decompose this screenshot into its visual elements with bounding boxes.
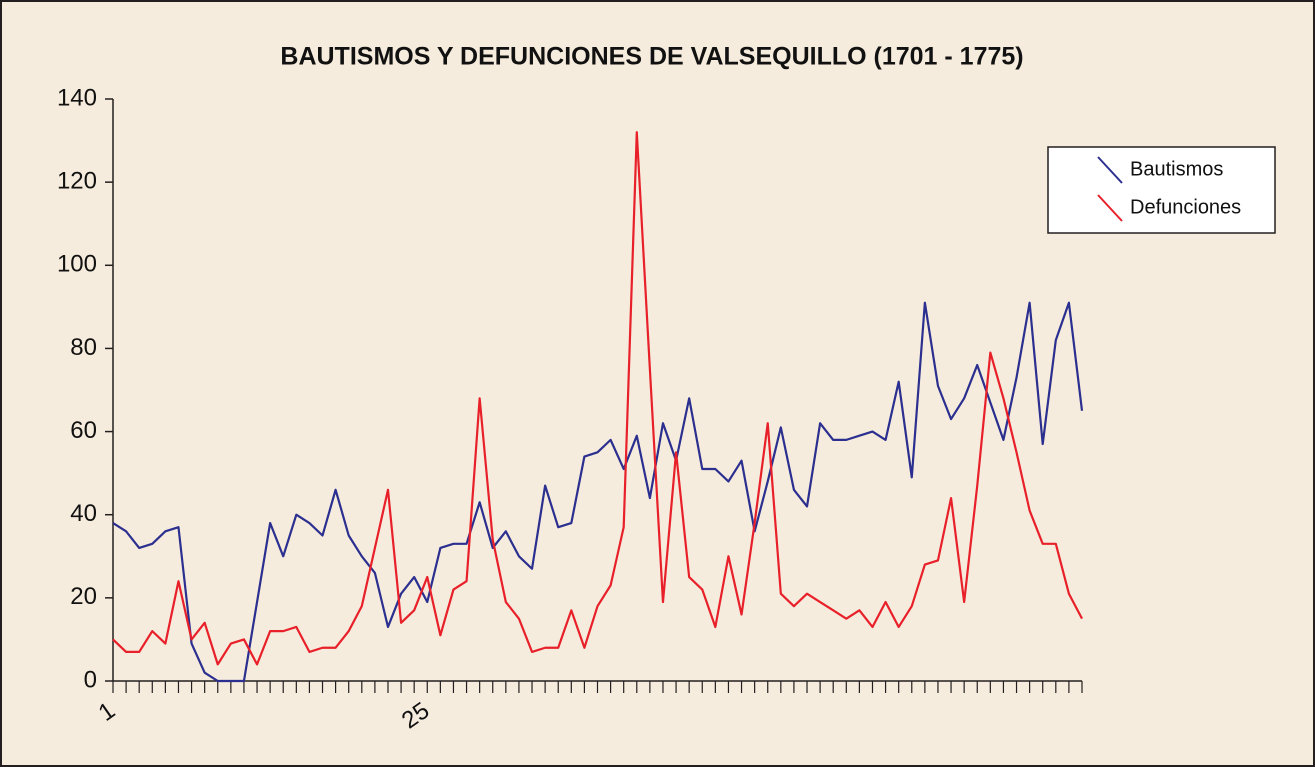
legend-box [1047, 146, 1276, 234]
y-tick-label: 0 [84, 666, 97, 693]
y-tick-label: 20 [70, 583, 97, 610]
y-tick-label: 140 [57, 84, 97, 111]
y-tick-label: 40 [70, 500, 97, 527]
y-tick-label: 120 [57, 167, 97, 194]
chart-title: BAUTISMOS Y DEFUNCIONES DE VALSEQUILLO (… [280, 43, 1023, 71]
legend-label: Defunciones [1130, 196, 1241, 218]
series-line [112, 131, 1083, 666]
series-line [112, 301, 1084, 683]
y-tick-label: 100 [57, 251, 97, 278]
legend-symbol [1097, 194, 1123, 222]
y-tick-label: 80 [70, 334, 97, 361]
legend-symbol [1097, 156, 1123, 184]
y-tick-label: 60 [70, 417, 97, 444]
legend-label: Bautismos [1130, 158, 1223, 180]
